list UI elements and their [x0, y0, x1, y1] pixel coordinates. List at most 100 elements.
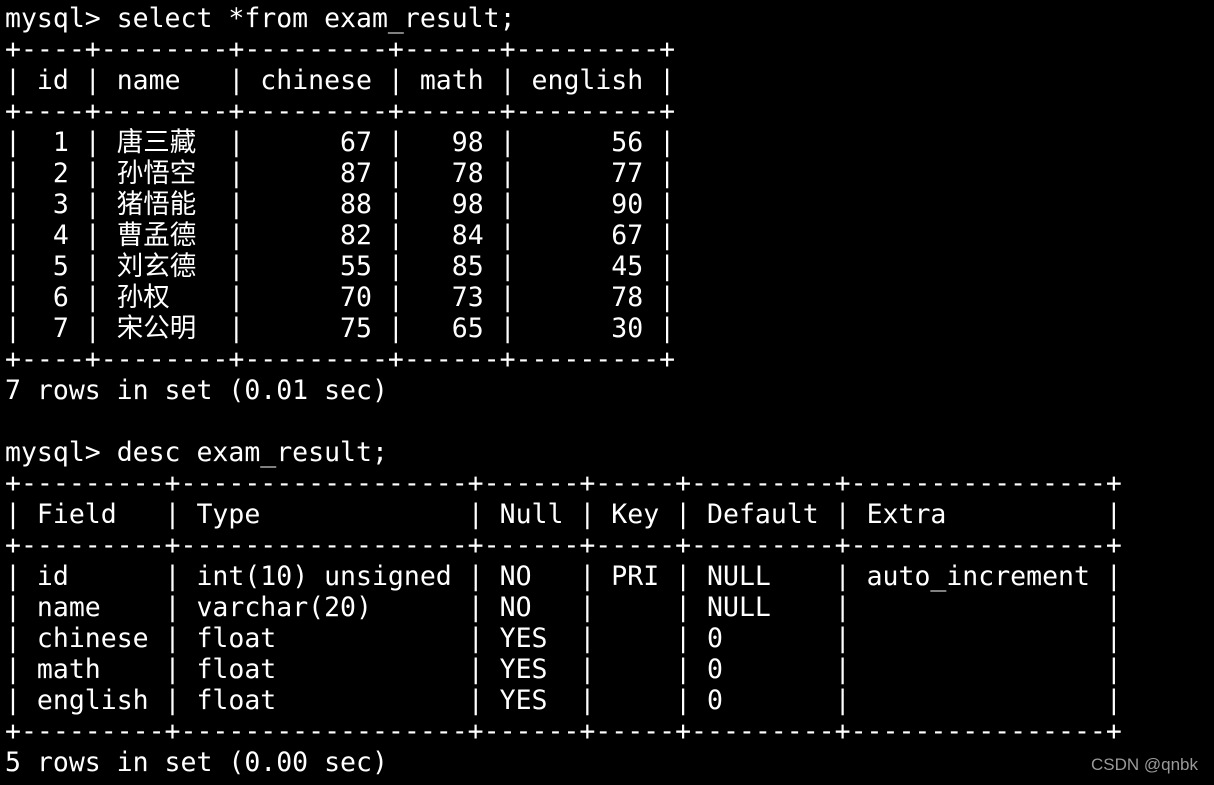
table-row: | 1 | 唐三藏 | 67 | 98 | 56 | [5, 127, 676, 158]
column-header: Field [36, 499, 117, 530]
table-cell: NULL [707, 592, 771, 623]
table-cell: 刘玄德 [116, 251, 197, 282]
table-cell: 56 [611, 127, 644, 158]
table-cell: 90 [611, 189, 644, 220]
table-cell: 73 [451, 282, 484, 313]
table-row: | id | int(10) unsigned | NO | PRI | NUL… [5, 561, 1122, 592]
table-border: +---------+------------------+------+---… [5, 468, 1122, 499]
column-header: Null [499, 499, 564, 530]
table-row: | english | float | YES | | 0 | | [5, 685, 1122, 716]
table-cell: 宋公明 [116, 313, 197, 344]
table-cell: varchar(20) [196, 592, 372, 623]
table-cell: NO [499, 592, 532, 623]
table-header-row: | Field | Type | Null | Key | Default | … [5, 499, 1122, 530]
table-cell: 78 [611, 282, 644, 313]
table-cell: 1 [52, 127, 69, 158]
table-cell: 0 [707, 623, 723, 654]
table-row: | 5 | 刘玄德 | 55 | 85 | 45 | [5, 251, 676, 282]
table-row: | 4 | 曹孟德 | 82 | 84 | 67 | [5, 220, 676, 251]
column-header: Type [196, 499, 261, 530]
table-cell: 67 [611, 220, 644, 251]
table-cell: float [196, 623, 277, 654]
table-cell: 6 [52, 282, 69, 313]
table-cell: 曹孟德 [116, 220, 197, 251]
result-summary: 5 rows in set (0.00 sec) [5, 747, 1122, 778]
table-cell: float [196, 654, 277, 685]
table-cell: 77 [611, 158, 644, 189]
table-cell: 0 [707, 685, 723, 716]
table-cell: 84 [451, 220, 484, 251]
table-cell: 65 [451, 313, 484, 344]
column-header: Default [707, 499, 819, 530]
table-border: +----+--------+---------+------+--------… [5, 344, 676, 375]
table-cell: 85 [451, 251, 484, 282]
table-cell: 0 [707, 654, 723, 685]
table-cell: 98 [451, 189, 484, 220]
table-cell: YES [499, 623, 548, 654]
summary-text: 5 rows in set (0.00 sec) [5, 747, 388, 778]
table-cell: chinese [36, 623, 149, 654]
table-cell: PRI [611, 561, 660, 592]
table-cell: 67 [340, 127, 372, 158]
table-border: +---------+------------------+------+---… [5, 716, 1122, 747]
table-row: | 2 | 孙悟空 | 87 | 78 | 77 | [5, 158, 676, 189]
table-row: | name | varchar(20) | NO | | NULL | | [5, 592, 1122, 623]
table-cell: math [36, 654, 101, 685]
table-cell: 30 [611, 313, 644, 344]
table-cell: 78 [451, 158, 484, 189]
table-row: | math | float | YES | | 0 | | [5, 654, 1122, 685]
column-header: english [531, 65, 644, 96]
table-cell: 孙悟空 [116, 158, 197, 189]
table-cell: 70 [340, 282, 372, 313]
table-row: | 6 | 孙权 | 70 | 73 | 78 | [5, 282, 676, 313]
table-cell: 88 [340, 189, 372, 220]
table-cell: 唐三藏 [116, 127, 197, 158]
table-border: +----+--------+---------+------+--------… [5, 34, 676, 65]
summary-text: 7 rows in set (0.01 sec) [5, 375, 388, 406]
table-header-row: | id | name | chinese | math | english | [5, 65, 676, 96]
table-cell: 5 [52, 251, 69, 282]
table-cell: 45 [611, 251, 644, 282]
command-text: select *from exam_result; [116, 3, 516, 34]
table-cell: 孙权 [116, 282, 170, 313]
table-cell: 2 [52, 158, 69, 189]
table-cell: YES [499, 685, 548, 716]
table-cell: 82 [340, 220, 372, 251]
table-border: +----+--------+---------+------+--------… [5, 96, 676, 127]
column-header: id [36, 65, 69, 96]
table-cell: 87 [340, 158, 372, 189]
blank-line [5, 406, 1122, 437]
terminal-output[interactable]: mysql> select *from exam_result; +----+--… [5, 3, 1122, 778]
table-cell: 3 [52, 189, 69, 220]
table-cell: 4 [52, 220, 69, 251]
table-cell: float [196, 685, 277, 716]
table-border: +---------+------------------+------+---… [5, 530, 1122, 561]
column-header: name [116, 65, 181, 96]
column-header: Extra [866, 499, 947, 530]
table-cell: auto_increment [866, 561, 1090, 592]
table-cell: id [36, 561, 69, 592]
table-cell: 55 [340, 251, 372, 282]
column-header: chinese [260, 65, 372, 96]
table-cell: 98 [451, 127, 484, 158]
table-cell: NO [499, 561, 532, 592]
table-cell: NULL [707, 561, 771, 592]
table-cell: english [36, 685, 149, 716]
result-summary: 7 rows in set (0.01 sec) [5, 375, 1122, 406]
watermark: CSDN @qnbk [1090, 755, 1198, 774]
table-row: | chinese | float | YES | | 0 | | [5, 623, 1122, 654]
table-row: | 3 | 猪悟能 | 88 | 98 | 90 | [5, 189, 676, 220]
table-cell: 75 [340, 313, 372, 344]
column-header: Key [611, 499, 660, 530]
prompt: mysql> [5, 437, 117, 468]
table-row: | 7 | 宋公明 | 75 | 65 | 30 | [5, 313, 676, 344]
command-text: desc exam_result; [116, 437, 388, 468]
table-cell: int(10) unsigned [196, 561, 452, 592]
column-header: math [419, 65, 484, 96]
table-cell: 猪悟能 [116, 189, 197, 220]
command-line: mysql> select *from exam_result; [5, 3, 1122, 34]
table-cell: name [36, 592, 101, 623]
command-line: mysql> desc exam_result; [5, 437, 1122, 468]
prompt: mysql> [5, 3, 117, 34]
table-cell: 7 [52, 313, 69, 344]
